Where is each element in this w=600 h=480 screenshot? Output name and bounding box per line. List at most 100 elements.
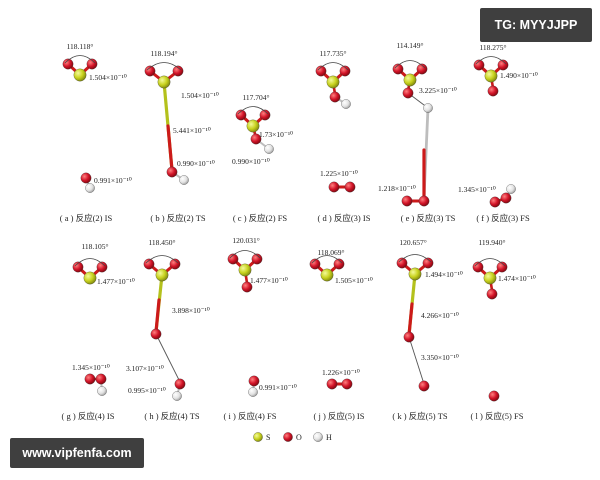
atom-O [227,253,239,265]
atom-O [496,261,508,273]
atom-O [62,58,74,70]
atom-O [166,166,178,178]
atom-S [238,263,252,277]
atom-O [143,258,155,270]
angle-arc [146,62,182,71]
atom-H [179,175,189,185]
atom-S [246,119,260,133]
distance-line [408,336,425,385]
bond-length-label: 1.504×10⁻¹⁰ [181,91,219,100]
panel-label: ( b ) 反应(2) TS [150,213,206,223]
atom-O [315,65,327,77]
bond [166,124,174,172]
angle-label: 118.194° [150,49,177,58]
atom-O [95,373,107,385]
bond-length-label: 1.477×10⁻¹⁰ [97,277,135,286]
bond [154,298,161,334]
atom-O [500,192,512,204]
panel-label: ( l ) 反应(5) FS [471,411,524,421]
atom-layer [62,58,516,402]
atom-H [341,99,351,109]
angle-arc [74,258,106,267]
bond-length-label: 1.477×10⁻¹⁰ [250,276,288,285]
atom-S [484,69,498,83]
atom-S [73,68,87,82]
atom-O [489,196,501,208]
bond-length-label: 0.991×10⁻¹⁰ [259,383,297,392]
bond-length-label: 1.474×10⁻¹⁰ [498,274,536,283]
atom-S [403,73,417,87]
bond-length-label: 1.225×10⁻¹⁰ [320,169,358,178]
angle-arc [394,60,426,69]
atom-O [488,390,500,402]
atom-O [487,85,499,97]
panel-label: ( f ) 反应(3) FS [476,213,530,223]
angle-label: 119.940° [478,238,505,247]
legend-swatch-S [253,432,263,442]
atom-O [259,109,271,121]
atom-H [506,184,516,194]
legend-label-H: H [326,433,332,442]
panel-label: ( d ) 反应(3) IS [318,213,371,223]
bond [407,302,414,337]
angle-arc [317,62,349,71]
panel-label: ( c ) 反应(2) FS [233,213,288,223]
atom-O [86,58,98,70]
angle-label: 120.657° [399,238,426,247]
panel-label: ( g ) 反应(4) IS [62,411,115,421]
bond-length-label: 0.990×10⁻¹⁰ [232,157,270,166]
bond-length-label: 3.350×10⁻¹⁰ [421,353,459,362]
panel-label: ( h ) 反应(4) TS [144,411,200,421]
atom-O [339,65,351,77]
bond-length-label: 4.266×10⁻¹⁰ [421,311,459,320]
atom-O [248,375,260,387]
atom-O [418,380,430,392]
legend-label-S: S [266,433,270,442]
angle-arc [64,55,96,64]
angle-arc [311,255,343,264]
atom-O [144,65,156,77]
bond-length-label: 5.441×10⁻¹⁰ [173,126,211,135]
atom-H [264,144,274,154]
angle-arc [237,106,269,115]
atom-O [497,59,509,71]
angle-label: 114.149° [396,41,423,50]
atom-O [251,253,263,265]
bond-length-label: 1.505×10⁻¹⁰ [335,276,373,285]
bond-layer [66,62,512,397]
atom-O [328,181,340,193]
atom-O [150,328,162,340]
angle-arc [145,255,179,264]
atom-O [486,288,498,300]
atom-S [408,267,422,281]
bond-length-label: 1.226×10⁻¹⁰ [322,368,360,377]
atom-O [172,65,184,77]
bond-length-label: 0.991×10⁻¹⁰ [94,176,132,185]
bond-length-label: 1.345×10⁻¹⁰ [458,185,496,194]
atom-O [309,258,321,270]
watermark-bottom: www.vipfenfa.com [10,438,144,468]
atom-O [84,373,96,385]
atom-O [329,91,341,103]
bond-length-label: 3.225×10⁻¹⁰ [419,86,457,95]
atom-O [72,261,84,273]
distance-line [155,333,181,383]
legend-label-O: O [296,433,302,442]
angle-arc [229,250,261,259]
angle-arc-layer [64,55,507,267]
bond-length-label: 1.490×10⁻¹⁰ [500,71,538,80]
atom-S [320,268,334,282]
angle-label: 118.275° [479,43,506,52]
atom-O [96,261,108,273]
atom-O [472,261,484,273]
atom-O [326,378,338,390]
panel-label: ( e ) 反应(3) TS [401,213,456,223]
bond-length-label: 1.504×10⁻¹⁰ [89,73,127,82]
angle-arc [474,258,506,267]
angle-label: 118.069° [317,248,344,257]
atom-H [85,183,95,193]
atom-H [423,103,433,113]
atom-O [80,172,92,184]
